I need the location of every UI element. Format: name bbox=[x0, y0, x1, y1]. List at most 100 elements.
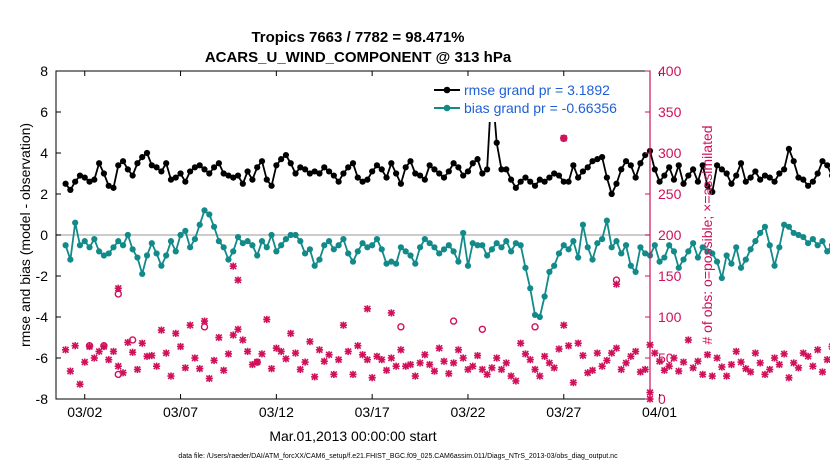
obs-assimilated-star-arm bbox=[397, 346, 405, 354]
obs-assimilated-star-arm bbox=[474, 352, 481, 359]
obs-assimilated-star-arm bbox=[71, 342, 79, 350]
bias-point bbox=[239, 240, 246, 247]
obs-count-point bbox=[708, 372, 716, 380]
obs-count-point bbox=[655, 357, 664, 365]
obs-count-point bbox=[493, 354, 501, 362]
rmse-point bbox=[781, 166, 788, 173]
rmse-point bbox=[608, 190, 615, 198]
obs-assimilated-star-arm bbox=[651, 349, 659, 357]
obs-count-point bbox=[368, 374, 376, 382]
obs-assimilated-star-arm bbox=[344, 347, 352, 355]
obs-assimilated-star-arm bbox=[459, 354, 467, 362]
bias-point bbox=[215, 238, 222, 245]
rmse-point bbox=[460, 172, 467, 179]
obs-assimilated-star-arm bbox=[507, 372, 515, 380]
rmse-point bbox=[670, 176, 678, 183]
obs-count-point bbox=[210, 356, 218, 365]
rmse-point bbox=[546, 174, 553, 181]
rmse-point bbox=[306, 170, 313, 177]
obs-possible-circle bbox=[114, 370, 122, 379]
bias-point bbox=[541, 293, 548, 300]
bias-point bbox=[685, 248, 692, 255]
obs-count-point bbox=[229, 331, 237, 339]
bias-point bbox=[493, 240, 500, 247]
bias-point bbox=[388, 258, 395, 265]
bias-point bbox=[522, 264, 529, 271]
bias-point bbox=[603, 217, 610, 224]
rmse-point bbox=[62, 180, 69, 187]
bias-point bbox=[809, 236, 816, 243]
obs-assimilated-star-arm bbox=[708, 372, 716, 380]
bias-point bbox=[507, 248, 515, 255]
obs-assimilated-star-arm bbox=[589, 366, 596, 374]
obs-count-extra-point bbox=[531, 323, 539, 331]
obs-count-point bbox=[617, 365, 625, 374]
bias-point bbox=[503, 238, 510, 245]
obs-assimilated-star-arm bbox=[407, 361, 414, 369]
rmse-point bbox=[790, 158, 797, 165]
bias-point bbox=[565, 246, 572, 253]
obs-count-point bbox=[133, 365, 142, 374]
obs-assimilated-star-arm bbox=[531, 366, 539, 373]
obs-count-point bbox=[746, 368, 755, 376]
obs-count-point bbox=[320, 357, 328, 365]
obs-assimilated-star-arm bbox=[454, 346, 462, 354]
obs-assimilated-star-arm bbox=[766, 366, 774, 373]
bias-point bbox=[800, 233, 807, 241]
obs-assimilated-star-arm bbox=[689, 364, 697, 372]
bias-point bbox=[119, 242, 127, 249]
obs-assimilated-star-arm bbox=[694, 357, 702, 365]
obs-assimilated-star-arm bbox=[186, 321, 194, 329]
bias-point bbox=[637, 244, 644, 251]
rmse-point bbox=[249, 176, 256, 183]
bias-point bbox=[421, 236, 428, 243]
obs-assimilated-star-arm bbox=[258, 350, 266, 358]
bias-point bbox=[349, 258, 357, 265]
bias-point bbox=[167, 238, 175, 245]
bias-point bbox=[445, 242, 452, 249]
obs-assimilated-star-arm bbox=[560, 321, 568, 329]
obs-count-point bbox=[152, 362, 161, 370]
obs-count-point bbox=[641, 365, 649, 374]
bias-point bbox=[191, 236, 199, 243]
rmse-point bbox=[72, 178, 79, 185]
obs-assimilated-star-arm bbox=[498, 366, 505, 373]
obs-count-extra-point bbox=[449, 317, 458, 325]
obs-count-point bbox=[301, 358, 309, 366]
obs-count-point bbox=[483, 370, 491, 378]
bias-point bbox=[134, 254, 141, 261]
obs-assimilated-star-arm bbox=[229, 331, 237, 339]
bias-point bbox=[460, 229, 467, 237]
rmse-point bbox=[167, 176, 175, 183]
obs-count-point bbox=[277, 347, 285, 356]
obs-assimilated-star-arm bbox=[598, 362, 606, 370]
obs-count-point bbox=[804, 352, 812, 360]
rmse-point bbox=[340, 170, 347, 177]
bias-point bbox=[412, 260, 419, 267]
bias-point bbox=[651, 242, 658, 249]
obs-count-point bbox=[684, 336, 692, 344]
rmse-point bbox=[603, 174, 610, 181]
bias-point bbox=[666, 242, 673, 249]
obs-count-point bbox=[76, 380, 84, 388]
rmse-point bbox=[421, 176, 428, 183]
obs-assimilated-star-arm bbox=[320, 357, 328, 365]
obs-count-point bbox=[90, 354, 98, 362]
rmse-point bbox=[354, 174, 361, 181]
obs-assimilated-star-arm bbox=[383, 366, 390, 374]
bias-point bbox=[713, 258, 721, 265]
rmse-point bbox=[373, 162, 381, 169]
y-axis-left: -8 -6 -4 -2 0 2 4 6 8 bbox=[36, 63, 61, 407]
obs-count-point bbox=[751, 349, 759, 357]
obs-count-point bbox=[411, 372, 419, 380]
obs-assimilated-star-arm bbox=[670, 354, 678, 362]
bias-point bbox=[661, 254, 668, 261]
obs-assimilated-star-arm bbox=[81, 358, 89, 366]
rmse-point bbox=[685, 172, 692, 179]
obs-assimilated-star-arm bbox=[157, 326, 165, 334]
obs-assimilated-star-arm bbox=[632, 347, 640, 355]
obs-count-point bbox=[445, 369, 453, 378]
x-tick-label: 03/02 bbox=[67, 404, 102, 420]
rmse-point bbox=[440, 174, 448, 181]
bias-point bbox=[440, 246, 448, 253]
